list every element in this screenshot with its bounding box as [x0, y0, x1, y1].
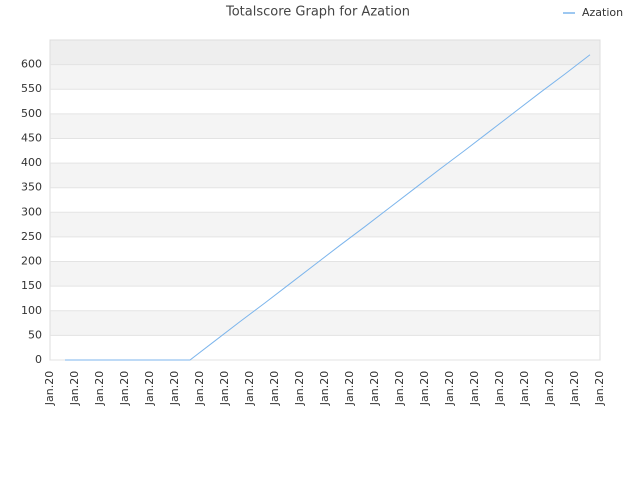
x-tick-label: Jan.20 — [418, 371, 431, 406]
y-tick-label: 250 — [21, 230, 42, 243]
plot-band — [50, 310, 600, 336]
series-line — [65, 54, 591, 361]
y-tick-label: 350 — [21, 181, 42, 194]
y-tick-label: 50 — [28, 328, 42, 341]
x-tick-label: Jan.20 — [443, 371, 456, 406]
plot-band — [50, 89, 600, 114]
plot-band — [50, 138, 600, 164]
y-tick-label: 150 — [21, 279, 42, 292]
y-tick-label: 300 — [21, 205, 42, 218]
x-tick-label: Jan.20 — [293, 371, 306, 406]
x-tick-label: Jan.20 — [368, 371, 381, 406]
x-tick-label: Jan.20 — [518, 371, 531, 406]
y-tick-label: 450 — [21, 131, 42, 144]
x-tick-label: Jan.20 — [93, 371, 106, 406]
x-tick-label: Jan.20 — [193, 371, 206, 406]
plot-band — [50, 286, 600, 311]
chart-title: Totalscore Graph for Azation — [225, 5, 410, 20]
plot-band — [50, 113, 600, 139]
x-tick-label: Jan.20 — [593, 371, 606, 406]
x-tick-label: Jan.20 — [393, 371, 406, 406]
plot-band — [50, 335, 600, 360]
legend-label: Azation — [582, 6, 623, 19]
x-tick-label: Jan.20 — [243, 371, 256, 406]
x-tick-label: Jan.20 — [168, 371, 181, 406]
plot-band — [50, 236, 600, 262]
y-tick-label: 400 — [21, 156, 42, 169]
y-tick-label: 200 — [21, 255, 42, 268]
plot-band — [50, 212, 600, 237]
x-tick-label: Jan.20 — [343, 371, 356, 406]
y-tick-label: 600 — [21, 58, 42, 71]
plot-band — [50, 261, 600, 287]
x-tick-label: Jan.20 — [118, 371, 131, 406]
plot-band — [50, 64, 600, 90]
x-tick-label: Jan.20 — [143, 371, 156, 406]
x-tick-label: Jan.20 — [493, 371, 506, 406]
y-tick-label: 500 — [21, 107, 42, 120]
plot-band — [50, 40, 600, 65]
plot-band — [50, 163, 600, 188]
x-tick-label: Jan.20 — [68, 371, 81, 406]
y-tick-label: 100 — [21, 304, 42, 317]
x-tick-label: Jan.20 — [268, 371, 281, 406]
x-tick-label: Jan.20 — [318, 371, 331, 406]
x-tick-label: Jan.20 — [218, 371, 231, 406]
plot-band — [50, 187, 600, 213]
x-tick-label: Jan.20 — [468, 371, 481, 406]
x-tick-label: Jan.20 — [43, 371, 56, 406]
x-tick-label: Jan.20 — [568, 371, 581, 406]
x-tick-label: Jan.20 — [543, 371, 556, 406]
y-tick-label: 550 — [21, 82, 42, 95]
y-tick-label: 0 — [35, 353, 42, 366]
